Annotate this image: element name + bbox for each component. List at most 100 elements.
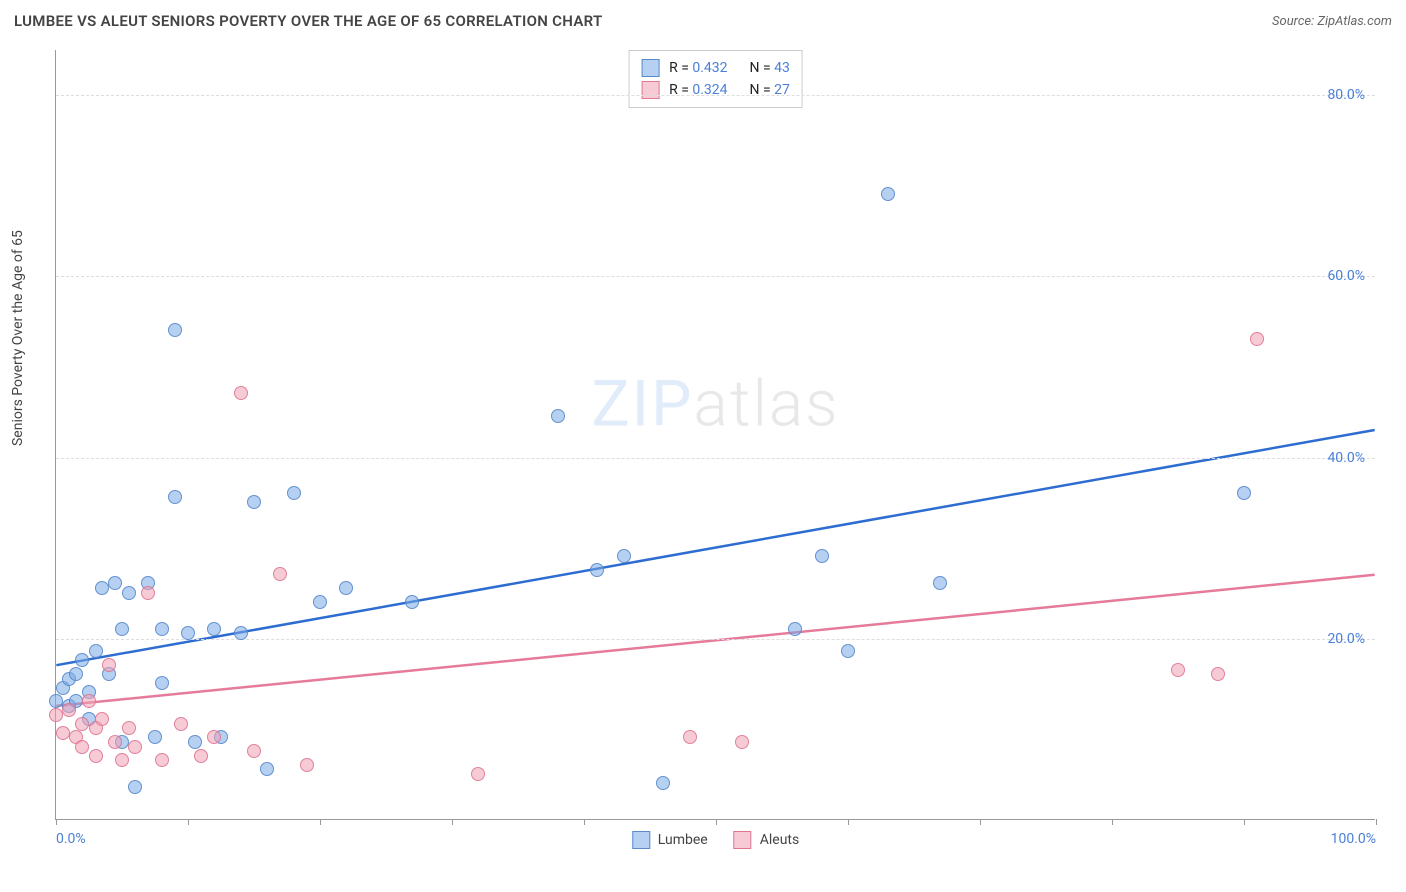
data-point (75, 740, 89, 754)
data-point (108, 735, 122, 749)
data-point (735, 735, 749, 749)
data-point (115, 622, 129, 636)
y-axis-label: Seniors Poverty Over the Age of 65 (10, 230, 26, 446)
gridline (56, 276, 1375, 277)
legend-swatch (641, 59, 659, 77)
x-tick (980, 819, 981, 825)
data-point (788, 622, 802, 636)
n-label: N = 43 (750, 60, 790, 76)
data-point (181, 626, 195, 640)
data-point (841, 644, 855, 658)
data-point (234, 386, 248, 400)
data-point (155, 676, 169, 690)
gridline (56, 639, 1375, 640)
data-point (405, 595, 419, 609)
data-point (313, 595, 327, 609)
gridline (56, 458, 1375, 459)
legend-label: Aleuts (760, 832, 799, 848)
data-point (174, 717, 188, 731)
data-point (247, 495, 261, 509)
y-tick-label: 60.0% (1327, 268, 1365, 284)
data-point (933, 576, 947, 590)
x-tick (188, 819, 189, 825)
data-point (300, 758, 314, 772)
gridline (56, 95, 1375, 96)
data-point (102, 658, 116, 672)
chart-title: LUMBEE VS ALEUT SENIORS POVERTY OVER THE… (14, 12, 603, 30)
data-point (82, 694, 96, 708)
x-tick (56, 819, 57, 825)
data-point (89, 749, 103, 763)
data-point (155, 753, 169, 767)
data-point (62, 703, 76, 717)
data-point (128, 740, 142, 754)
legend-swatch (734, 831, 752, 849)
data-point (1250, 332, 1264, 346)
data-point (95, 712, 109, 726)
data-point (815, 549, 829, 563)
data-point (471, 767, 485, 781)
data-point (207, 730, 221, 744)
data-point (617, 549, 631, 563)
data-point (89, 644, 103, 658)
data-point (1237, 486, 1251, 500)
data-point (122, 721, 136, 735)
data-point (287, 486, 301, 500)
x-tick (584, 819, 585, 825)
stats-row: R = 0.432 N = 43 (641, 57, 790, 79)
data-point (122, 586, 136, 600)
legend-item: Lumbee (632, 831, 708, 849)
x-tick (320, 819, 321, 825)
x-tick (716, 819, 717, 825)
data-point (49, 694, 63, 708)
data-point (168, 323, 182, 337)
data-point (590, 563, 604, 577)
data-point (339, 581, 353, 595)
data-point (115, 753, 129, 767)
stats-row: R = 0.324N = 27 (641, 79, 790, 101)
x-tick (1376, 819, 1377, 825)
legend-item: Aleuts (734, 831, 799, 849)
data-point (1171, 663, 1185, 677)
data-point (551, 409, 565, 423)
plot-area: ZIPatlas R = 0.432N = 43R = 0.324N = 27 … (55, 50, 1375, 820)
legend-swatch (632, 831, 650, 849)
x-tick (1244, 819, 1245, 825)
data-point (683, 730, 697, 744)
data-point (49, 708, 63, 722)
source-label: Source: ZipAtlas.com (1272, 14, 1392, 29)
data-point (148, 730, 162, 744)
data-point (155, 622, 169, 636)
data-point (188, 735, 202, 749)
r-label: R = 0.432 (669, 60, 727, 76)
data-point (75, 653, 89, 667)
x-tick-label: 100.0% (1331, 831, 1376, 847)
data-point (141, 586, 155, 600)
x-tick (452, 819, 453, 825)
data-point (656, 776, 670, 790)
trend-line (56, 430, 1374, 665)
data-point (75, 717, 89, 731)
data-point (56, 726, 70, 740)
data-point (260, 762, 274, 776)
data-point (247, 744, 261, 758)
y-tick-label: 40.0% (1327, 450, 1365, 466)
data-point (881, 187, 895, 201)
data-point (207, 622, 221, 636)
trend-lines (56, 50, 1375, 819)
data-point (1211, 667, 1225, 681)
data-point (194, 749, 208, 763)
trend-line (56, 575, 1374, 706)
legend-swatch (641, 81, 659, 99)
x-tick (1112, 819, 1113, 825)
y-tick-label: 20.0% (1327, 631, 1365, 647)
series-legend: Lumbee Aleuts (632, 831, 799, 849)
data-point (69, 667, 83, 681)
x-tick (848, 819, 849, 825)
data-point (95, 581, 109, 595)
legend-label: Lumbee (658, 832, 708, 848)
data-point (128, 780, 142, 794)
stats-legend: R = 0.432 N = 43 R = 0.324N = 27 (628, 50, 803, 108)
data-point (108, 576, 122, 590)
x-tick-label: 0.0% (56, 831, 86, 847)
